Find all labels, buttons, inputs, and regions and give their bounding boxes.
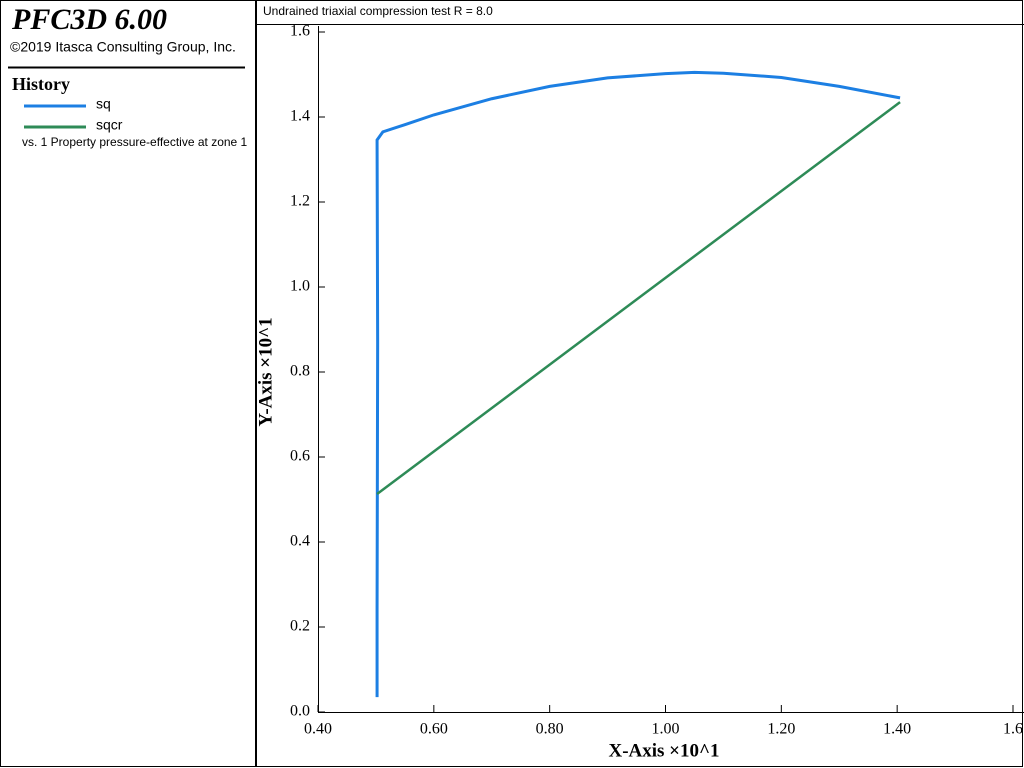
plot-panel xyxy=(256,0,1023,767)
copyright: ©2019 Itasca Consulting Group, Inc. xyxy=(10,39,236,55)
legend-label: sq xyxy=(96,96,111,112)
x-axis-label: X-Axis ×10^1 xyxy=(608,740,719,761)
y-tick-label: 0.2 xyxy=(290,618,310,635)
app-title: PFC3D 6.00 xyxy=(11,3,167,36)
y-axis-label: Y-Axis ×10^1 xyxy=(255,317,276,426)
x-tick-label: 0.80 xyxy=(536,721,564,738)
x-source: vs. 1 Property pressure-effective at zon… xyxy=(22,135,248,149)
x-tick-label: 1.20 xyxy=(767,721,795,738)
x-tick-label: 1.40 xyxy=(883,721,911,738)
x-tick-label: 1.6 xyxy=(1003,721,1023,738)
y-tick-label: 1.4 xyxy=(290,108,310,125)
y-tick-label: 1.2 xyxy=(290,193,310,210)
y-tick-label: 1.0 xyxy=(290,278,310,295)
chart-title: Undrained triaxial compression test R = … xyxy=(263,4,493,18)
y-tick-label: 0.4 xyxy=(290,533,310,550)
history-label: History xyxy=(12,74,70,94)
series-line xyxy=(376,101,901,495)
legend-label: sqcr xyxy=(96,117,123,133)
x-tick-label: 0.40 xyxy=(304,721,332,738)
x-tick-label: 0.60 xyxy=(420,721,448,738)
side-panel xyxy=(0,0,256,767)
x-tick-label: 1.00 xyxy=(652,721,680,738)
series-line xyxy=(375,70,901,698)
y-tick-label: 1.6 xyxy=(290,23,310,40)
y-tick-label: 0.0 xyxy=(290,703,310,720)
y-tick-label: 0.8 xyxy=(290,363,310,380)
y-tick-label: 0.6 xyxy=(290,448,310,465)
